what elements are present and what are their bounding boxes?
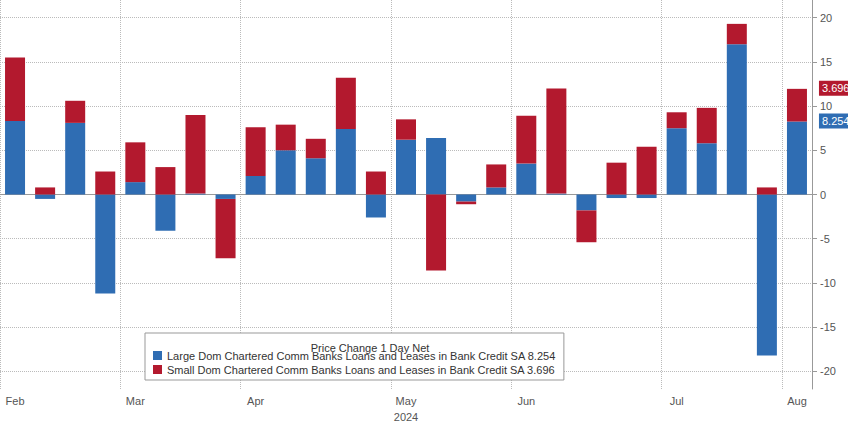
svg-text:Feb: Feb: [6, 395, 25, 407]
svg-text:Aug: Aug: [787, 395, 807, 407]
svg-text:Mar: Mar: [126, 395, 145, 407]
svg-text:-5: -5: [820, 233, 830, 245]
svg-text:15: 15: [820, 56, 832, 68]
svg-text:-10: -10: [820, 277, 836, 289]
svg-text:Price Change 1 Day Net: Price Change 1 Day Net: [311, 342, 430, 354]
svg-text:2024: 2024: [394, 411, 418, 423]
svg-text:3.696: 3.696: [822, 82, 848, 94]
svg-text:Large Dom Chartered Comm Banks: Large Dom Chartered Comm Banks Loans and…: [167, 349, 556, 362]
svg-text:Jun: Jun: [517, 395, 535, 407]
svg-text:-15: -15: [820, 321, 836, 333]
svg-text:8.254: 8.254: [822, 115, 848, 127]
svg-text:Small Dom Chartered Comm Banks: Small Dom Chartered Comm Banks Loans and…: [167, 364, 555, 376]
svg-text:May: May: [396, 395, 417, 407]
svg-text:5: 5: [820, 144, 826, 156]
svg-text:0: 0: [820, 189, 826, 201]
svg-text:Jul: Jul: [670, 395, 684, 407]
svg-text:10: 10: [820, 100, 832, 112]
svg-text:-20: -20: [820, 365, 836, 377]
svg-text:Apr: Apr: [247, 395, 264, 407]
svg-text:20: 20: [820, 12, 832, 24]
